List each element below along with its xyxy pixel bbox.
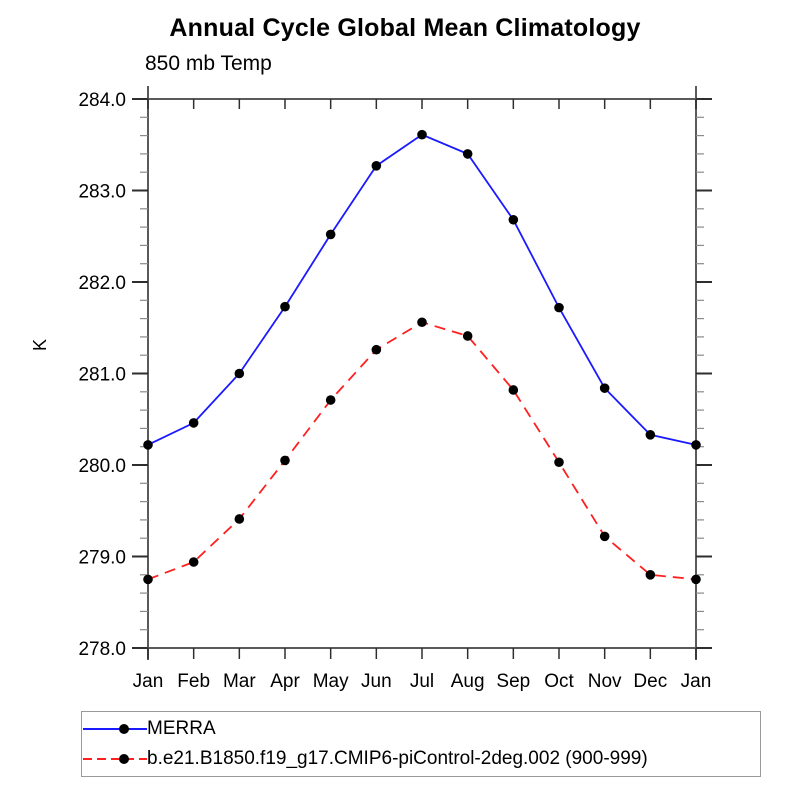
data-point (508, 385, 519, 395)
x-tick-label: Feb (177, 671, 210, 692)
data-point (188, 557, 199, 567)
data-point (143, 574, 153, 585)
merra-line-sample-icon (83, 724, 147, 734)
y-tick-label: 282.0 (78, 273, 126, 294)
legend-item-merra: MERRA (82, 714, 760, 744)
x-tick-label: Nov (588, 671, 622, 692)
data-point (234, 514, 245, 524)
data-point (371, 344, 382, 355)
x-tick-label: Aug (451, 671, 485, 692)
data-point (554, 457, 564, 468)
data-point (280, 301, 290, 312)
legend: MERRA b.e21.B1850.f19_g17.CMIP6-piContro… (81, 711, 761, 777)
series-line-1 (147, 321, 697, 581)
data-point (234, 368, 245, 379)
data-point (280, 455, 290, 466)
y-tick-label: 279.0 (78, 548, 126, 569)
x-tick-label: Dec (633, 671, 667, 692)
x-tick-label: Oct (544, 671, 574, 692)
data-point (645, 430, 656, 440)
data-point (417, 317, 427, 328)
series-line-0 (147, 133, 697, 446)
legend-label: MERRA (147, 718, 216, 739)
y-tick-label: 278.0 (78, 639, 126, 660)
data-point (143, 440, 153, 450)
data-point (554, 302, 564, 313)
y-tick-label: 281.0 (78, 365, 126, 386)
x-tick-label: Sep (496, 671, 530, 692)
legend-item-model: b.e21.B1850.f19_g17.CMIP6-piControl-2deg… (82, 744, 760, 774)
data-point (599, 531, 610, 542)
legend-sample-marker (119, 724, 129, 734)
data-point (691, 574, 701, 585)
model-line-sample-icon (83, 754, 147, 764)
x-tick-label: Jun (361, 671, 392, 692)
chart-subtitle: 850 mb Temp (145, 52, 272, 75)
x-tick-label: May (313, 671, 349, 692)
data-point (599, 383, 610, 393)
y-tick-label: 283.0 (78, 182, 126, 203)
y-tick-label: 284.0 (78, 90, 126, 111)
x-tick-label: Jan (681, 671, 712, 692)
data-point (188, 418, 199, 428)
data-point (691, 440, 701, 450)
data-point (417, 129, 427, 140)
chart-title: Annual Cycle Global Mean Climatology (169, 14, 641, 42)
data-point (462, 331, 473, 341)
legend-sample-marker (119, 754, 129, 764)
data-point (325, 395, 336, 405)
x-tick-label: Apr (270, 671, 300, 692)
data-point (371, 160, 382, 171)
y-tick-label: 280.0 (78, 456, 126, 477)
data-point (508, 214, 519, 225)
legend-label: b.e21.B1850.f19_g17.CMIP6-piControl-2deg… (147, 748, 648, 769)
data-point (462, 149, 473, 159)
data-point (325, 229, 336, 240)
data-point (645, 570, 656, 580)
x-tick-label: Jan (133, 671, 164, 692)
x-tick-label: Jul (410, 671, 434, 692)
x-tick-label: Mar (223, 671, 256, 692)
